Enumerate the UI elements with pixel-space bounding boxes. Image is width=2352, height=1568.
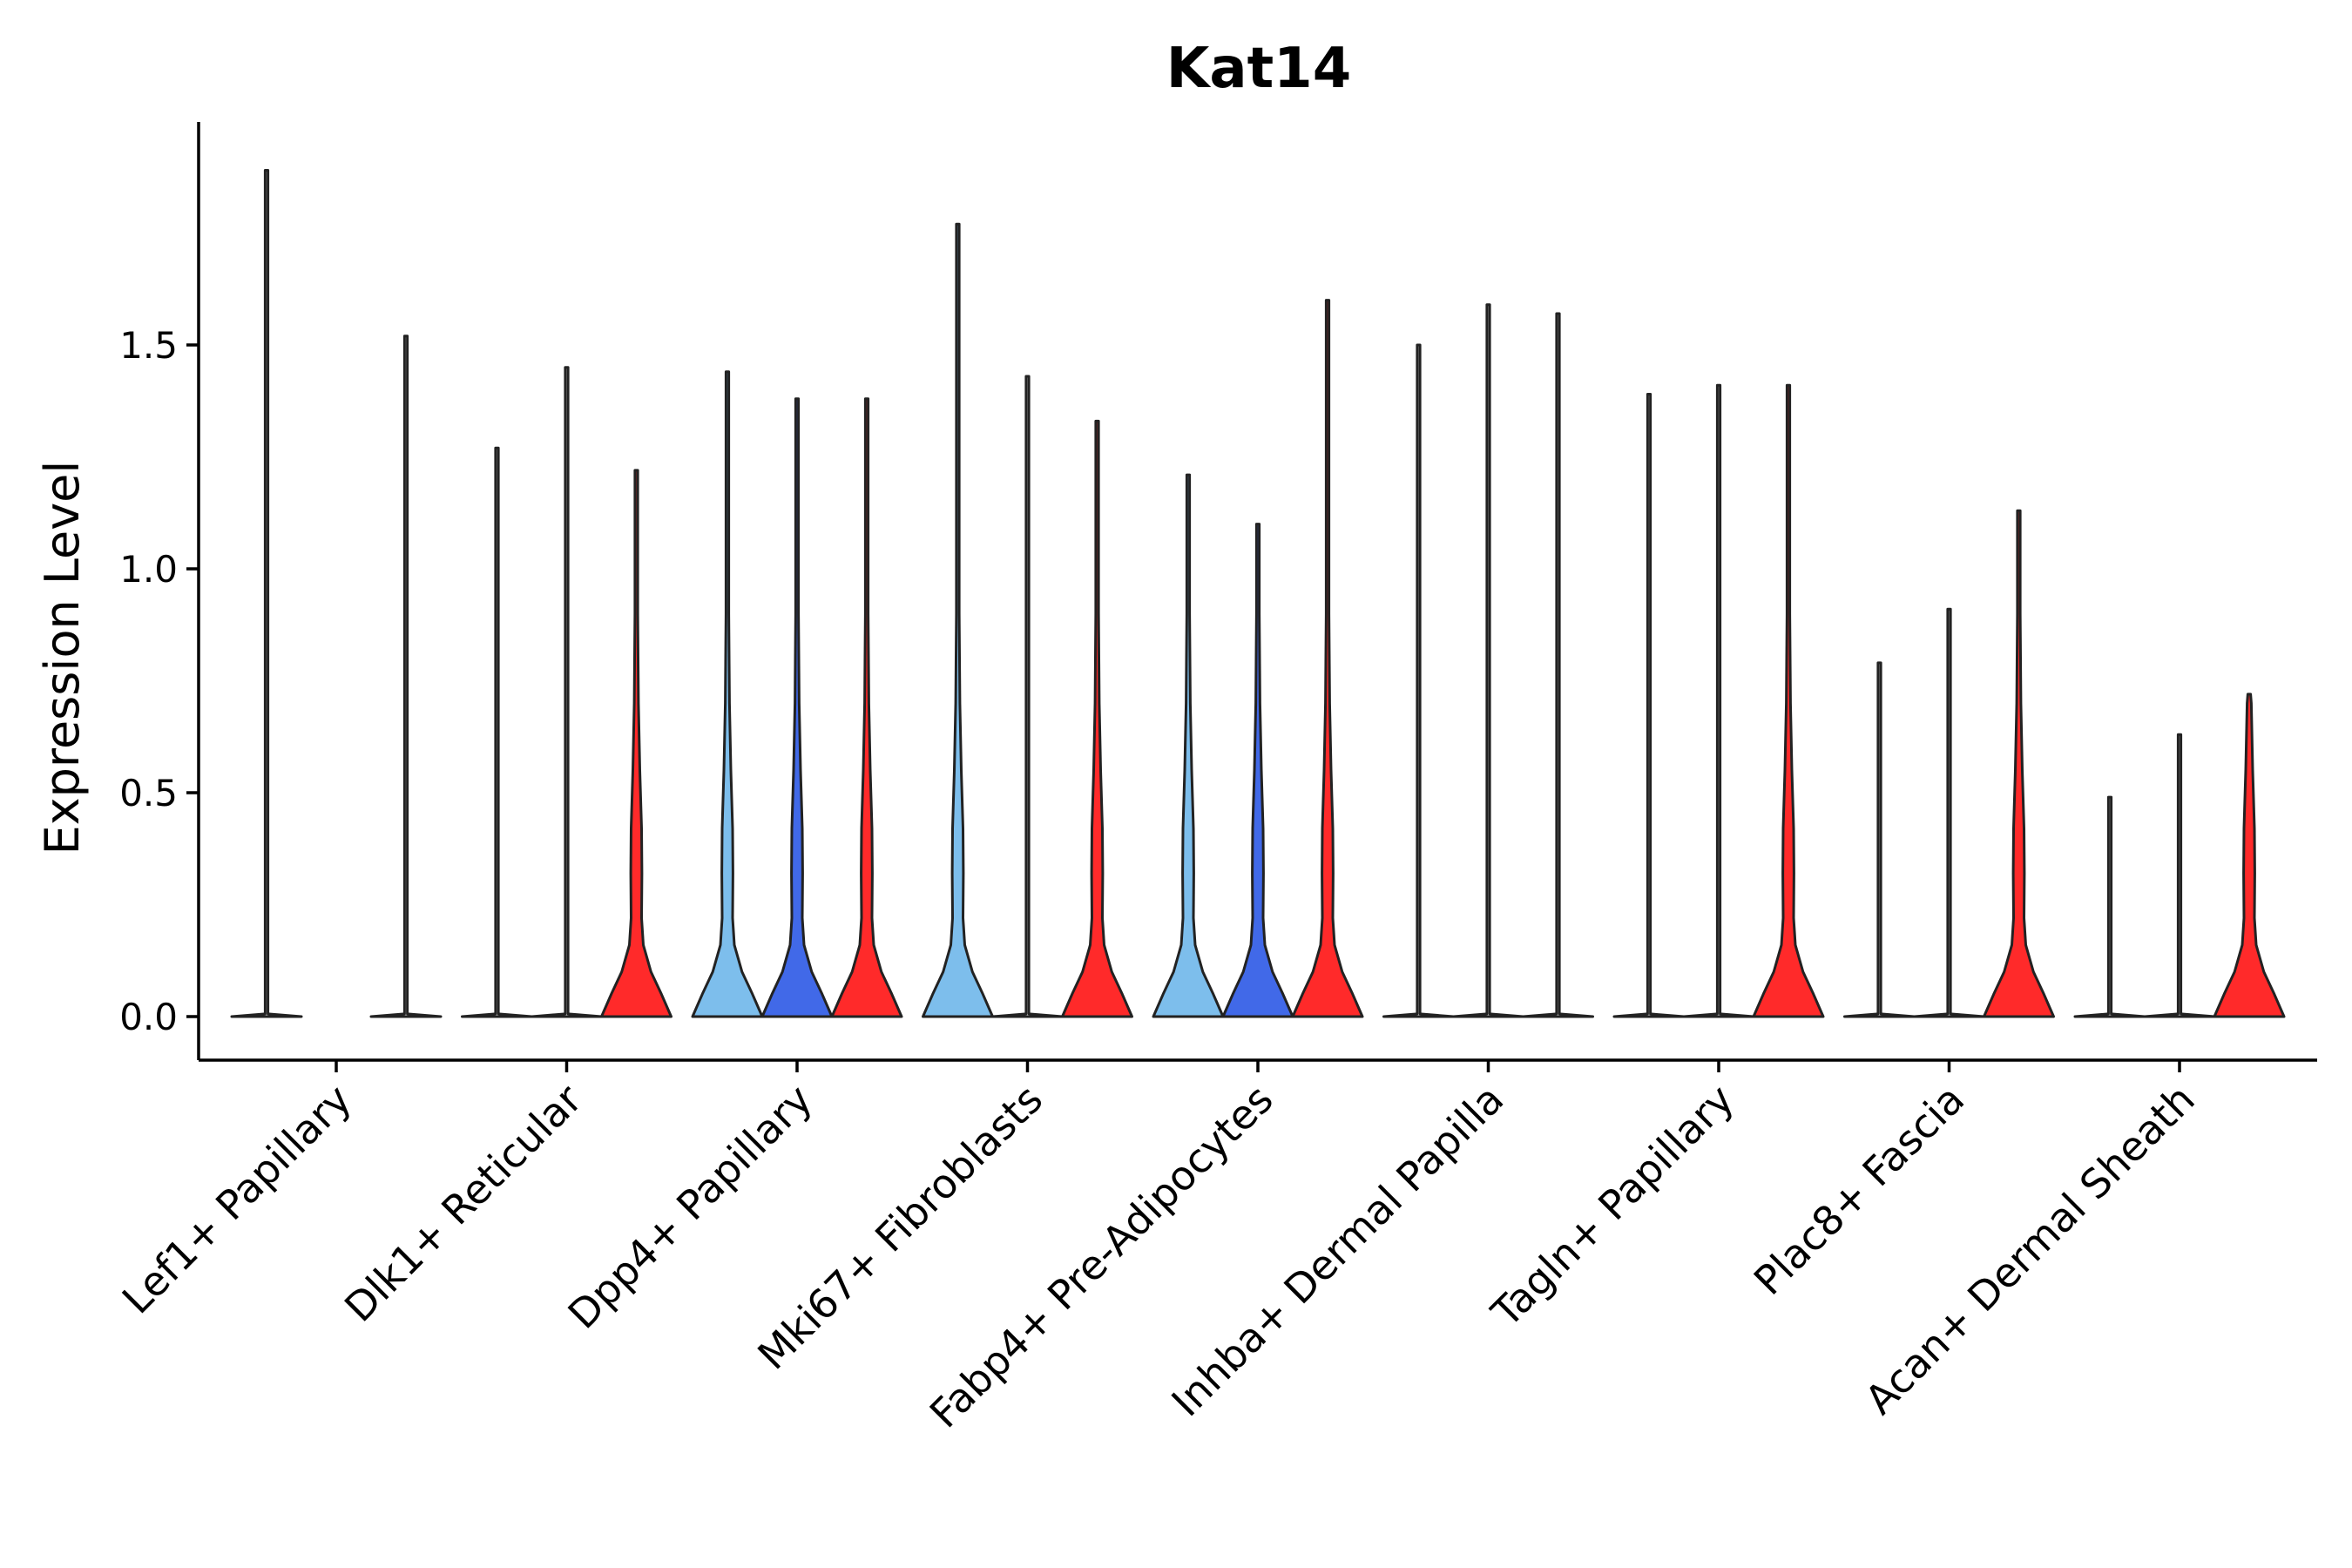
violin-group1 bbox=[1843, 661, 1916, 1018]
violin-group3 bbox=[369, 335, 443, 1018]
y-axis-label: Expression Level bbox=[35, 461, 90, 855]
violin-group1 bbox=[1382, 343, 1455, 1018]
y-tick-label: 0.5 bbox=[119, 772, 178, 814]
violin-group2 bbox=[1913, 607, 1985, 1018]
violin-group3 bbox=[1522, 312, 1594, 1018]
violin-group3 bbox=[600, 469, 672, 1018]
y-tick-label: 0.0 bbox=[119, 996, 178, 1038]
violin-group2 bbox=[1682, 383, 1755, 1018]
violin-group3 bbox=[1061, 419, 1133, 1018]
violin-group3 bbox=[2213, 693, 2286, 1018]
violin-group1 bbox=[1152, 473, 1225, 1018]
y-tick-label: 1.5 bbox=[119, 324, 178, 367]
violin-group1 bbox=[230, 169, 303, 1018]
violin-group3 bbox=[1752, 383, 1825, 1018]
violin-group2 bbox=[531, 366, 603, 1018]
violin-group2 bbox=[1452, 303, 1524, 1018]
violin-group1 bbox=[1612, 393, 1686, 1018]
violin-group2 bbox=[1221, 523, 1294, 1018]
x-tick-label: Dlk1+ Reticular bbox=[335, 1076, 591, 1331]
violin-group2 bbox=[991, 375, 1064, 1018]
y-tick-label: 1.0 bbox=[119, 548, 178, 591]
x-tick-label: Dpp4+ Papillary bbox=[559, 1076, 821, 1338]
chart-title: Kat14 bbox=[1166, 37, 1351, 101]
violin-group2 bbox=[760, 397, 834, 1018]
violin-group2 bbox=[2143, 733, 2216, 1018]
violin-group3 bbox=[830, 397, 903, 1018]
violin-group1 bbox=[2073, 795, 2146, 1018]
violin-group1 bbox=[691, 370, 764, 1018]
violin-group1 bbox=[922, 222, 994, 1018]
x-tick-label: Tagln+ Papillary bbox=[1482, 1076, 1743, 1337]
violin-group1 bbox=[461, 446, 533, 1018]
violin-group3 bbox=[1983, 509, 2055, 1018]
x-tick-label: Plac8+ Fascia bbox=[1745, 1076, 1973, 1304]
x-tick-label: Lef1+ Papillary bbox=[113, 1076, 361, 1323]
violin-group3 bbox=[1291, 299, 1364, 1018]
